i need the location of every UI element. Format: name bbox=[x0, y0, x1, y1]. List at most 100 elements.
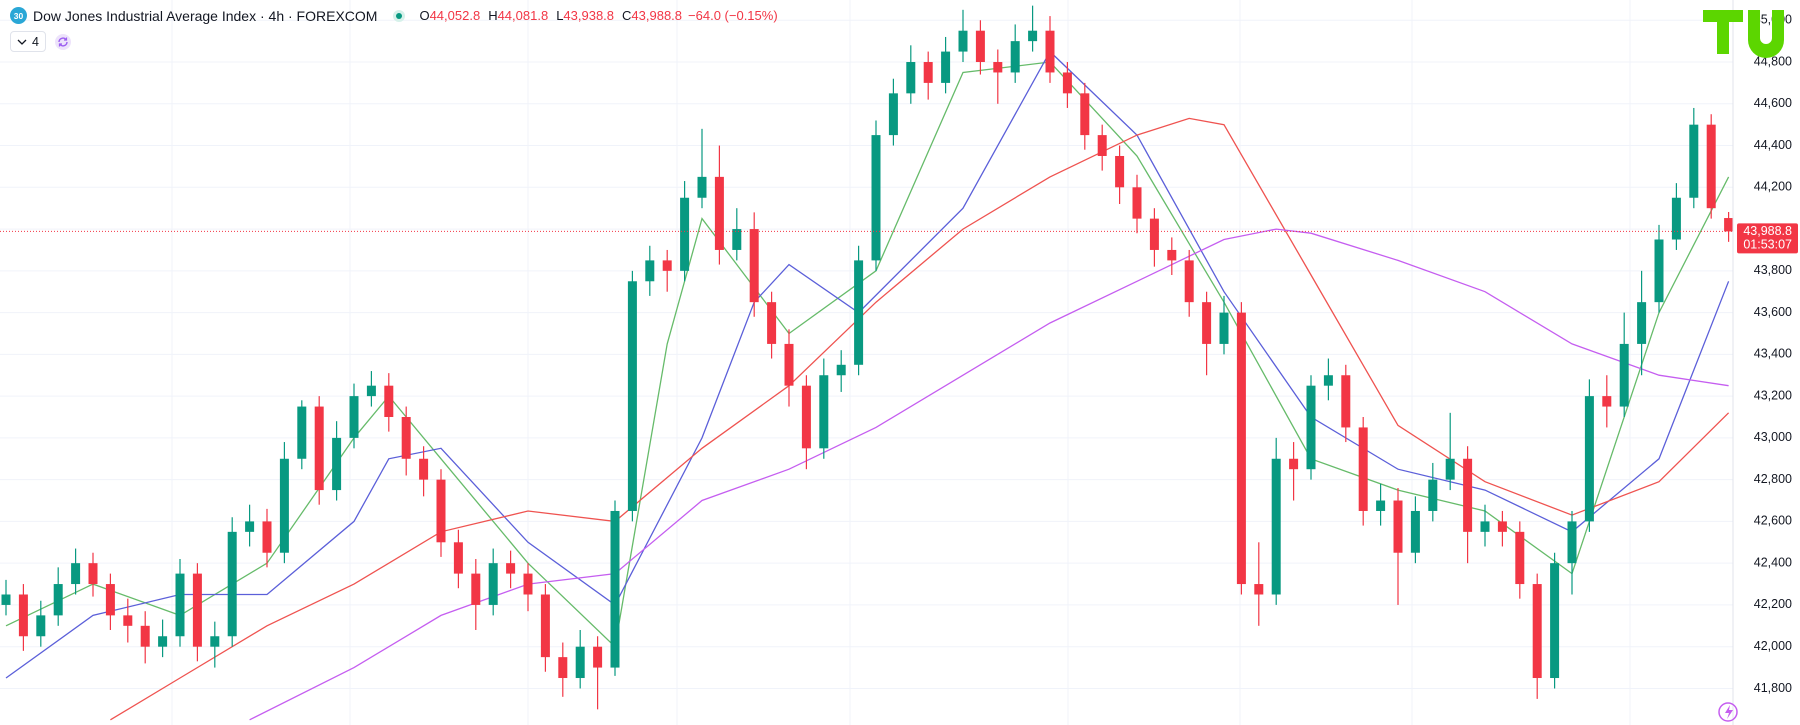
candle-body bbox=[53, 584, 63, 616]
candle-body bbox=[871, 135, 881, 261]
candle-body bbox=[888, 93, 898, 136]
candle-body bbox=[210, 636, 220, 647]
ohlc-key: H bbox=[488, 8, 498, 23]
sync-button[interactable] bbox=[54, 33, 72, 51]
price-tag-countdown: 01:53:07 bbox=[1743, 238, 1792, 252]
candle-body bbox=[1, 594, 11, 605]
candle-body bbox=[349, 396, 359, 438]
price-tag bbox=[1737, 223, 1798, 254]
ohlc-key: O bbox=[419, 8, 430, 23]
candle-body bbox=[1428, 479, 1438, 511]
candle-body bbox=[1202, 302, 1212, 344]
candle-body bbox=[332, 437, 342, 491]
y-tick-label: 42,000 bbox=[1754, 639, 1792, 653]
y-tick-label: 44,400 bbox=[1754, 138, 1792, 152]
candle-body bbox=[88, 563, 98, 585]
candle-body bbox=[714, 176, 724, 250]
logo-part bbox=[1748, 10, 1784, 58]
y-tick-label: 43,200 bbox=[1754, 388, 1792, 402]
candle-body bbox=[941, 51, 951, 83]
candle-body bbox=[645, 260, 655, 282]
candle-body bbox=[192, 573, 202, 647]
moving-average bbox=[110, 117, 1730, 721]
time-grid bbox=[171, 0, 1631, 725]
candle-body bbox=[1619, 343, 1629, 407]
candle-body bbox=[523, 573, 533, 595]
lightning-icon bbox=[1725, 705, 1733, 719]
ohlc-key: C bbox=[622, 8, 632, 23]
candle-body bbox=[1671, 197, 1681, 240]
candle-body bbox=[1480, 521, 1490, 532]
indicator-toggle[interactable]: 4 bbox=[10, 31, 46, 52]
candle-body bbox=[366, 385, 376, 397]
candle-body bbox=[1132, 187, 1142, 219]
candle-body bbox=[784, 343, 794, 386]
candle-body bbox=[1532, 584, 1542, 679]
candle-body bbox=[140, 625, 150, 647]
candle-body bbox=[975, 30, 985, 63]
candle-body bbox=[506, 563, 516, 574]
candle-body bbox=[1654, 239, 1664, 303]
candle-body bbox=[279, 458, 289, 553]
candle-body bbox=[419, 458, 429, 480]
candle-body bbox=[1149, 218, 1159, 250]
candle-body bbox=[697, 176, 707, 198]
candle-body bbox=[749, 229, 759, 303]
candle-body bbox=[384, 385, 394, 418]
symbol-title[interactable]: Dow Jones Industrial Average Index · 4h … bbox=[33, 7, 378, 24]
candle-body bbox=[1376, 500, 1386, 511]
y-tick-label: 44,800 bbox=[1754, 54, 1792, 68]
lightning-button[interactable] bbox=[1718, 702, 1738, 722]
ohlc-value: 43,938.8 bbox=[563, 8, 615, 23]
y-tick-label: 42,600 bbox=[1754, 514, 1792, 528]
candle-body bbox=[767, 302, 777, 344]
candle-body bbox=[923, 62, 933, 83]
candle-body bbox=[175, 573, 185, 637]
candle-body bbox=[540, 594, 550, 658]
price-tag-label: 43,988.8 bbox=[1743, 224, 1792, 238]
ohlc-item: H44,081.8 bbox=[488, 8, 548, 23]
candle-body bbox=[1219, 312, 1229, 344]
candle-body bbox=[1115, 155, 1125, 188]
candle-body bbox=[18, 594, 28, 637]
candle-body bbox=[958, 30, 968, 52]
candle-body bbox=[558, 657, 568, 679]
candle-body bbox=[453, 542, 463, 574]
candle-body bbox=[71, 563, 81, 585]
candle-body bbox=[1028, 30, 1038, 42]
logo bbox=[1703, 10, 1784, 58]
candle-body bbox=[1167, 249, 1177, 261]
candle-body bbox=[471, 573, 481, 605]
lightning-circle bbox=[1718, 702, 1738, 722]
candle-body bbox=[297, 406, 307, 459]
market-status[interactable] bbox=[393, 9, 406, 22]
candle-body bbox=[1550, 563, 1560, 679]
price-axis bbox=[1733, 0, 1800, 725]
candle-body bbox=[123, 615, 133, 626]
ohlc-value: 43,988.8 bbox=[631, 8, 683, 23]
y-tick-label: 42,400 bbox=[1754, 555, 1792, 569]
candle-body bbox=[1463, 458, 1473, 532]
y-tick-label: 43,800 bbox=[1754, 263, 1792, 277]
legend-header: 30 Dow Jones Industrial Average Index · … bbox=[10, 7, 778, 24]
candle-body bbox=[401, 417, 411, 459]
candle-body bbox=[1306, 385, 1316, 470]
y-tick-label: 43,600 bbox=[1754, 305, 1792, 319]
candle-body bbox=[1236, 312, 1246, 585]
ohlc-value: 44,052.8 bbox=[429, 8, 481, 23]
candle-body bbox=[854, 260, 864, 365]
candle-body bbox=[1323, 375, 1333, 386]
candle-body bbox=[1515, 531, 1525, 585]
candle-body bbox=[1097, 135, 1107, 156]
price-change: −64.0 (−0.15%) bbox=[688, 8, 778, 23]
candle-body bbox=[627, 281, 637, 511]
ohlc: O44,052.8 H44,081.8 L43,938.8 C43,988.8 bbox=[419, 8, 682, 23]
candle-body bbox=[1410, 510, 1420, 553]
candle-body bbox=[836, 364, 846, 376]
candle-body bbox=[158, 636, 168, 647]
y-tick-label: 44,200 bbox=[1754, 180, 1792, 194]
candle-body bbox=[610, 510, 620, 668]
candle-body bbox=[1689, 124, 1699, 198]
